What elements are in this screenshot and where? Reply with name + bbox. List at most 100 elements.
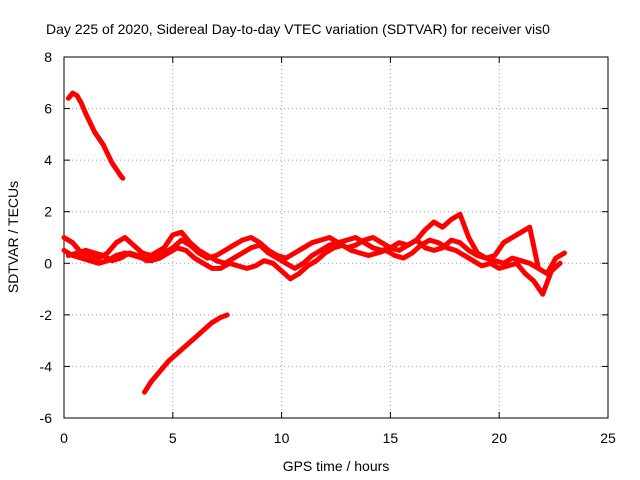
data-point (96, 261, 102, 266)
data-point (127, 250, 132, 256)
data-point (114, 240, 119, 245)
data-point (248, 235, 254, 240)
data-point (562, 250, 567, 256)
data-point (309, 240, 315, 245)
data-point (262, 258, 267, 263)
data-point (296, 271, 302, 276)
y-tick-label: 6 (44, 101, 52, 117)
data-point (536, 266, 541, 271)
data-point (131, 243, 136, 248)
data-point (218, 266, 223, 271)
data-point (209, 320, 215, 325)
data-point (479, 263, 484, 269)
data-point (396, 240, 402, 245)
data-point (501, 261, 506, 266)
data-point (401, 255, 406, 261)
data-point (322, 250, 328, 256)
data-point (92, 129, 97, 134)
data-point (331, 245, 336, 250)
data-point (157, 369, 162, 374)
data-point (470, 258, 476, 263)
data-point (457, 240, 463, 245)
data-point (301, 261, 306, 266)
data-point (179, 237, 184, 243)
data-point (288, 276, 293, 281)
y-tick-label: 2 (44, 204, 52, 220)
data-point (70, 90, 75, 96)
data-point (179, 230, 184, 235)
data-point (396, 248, 402, 253)
data-point (318, 237, 323, 243)
series-line (65, 90, 126, 181)
x-tick-label: 15 (383, 430, 399, 446)
data-point (431, 248, 437, 253)
data-point (79, 255, 84, 261)
data-point (405, 243, 410, 248)
data-point (483, 255, 489, 261)
data-point (527, 261, 532, 266)
x-axis-label: GPS time / hours (283, 458, 390, 474)
data-point (227, 261, 232, 266)
data-point (214, 253, 219, 258)
data-point (527, 225, 532, 230)
data-point (92, 250, 97, 256)
data-point (392, 253, 397, 258)
x-tick-label: 10 (274, 430, 290, 446)
data-point (61, 235, 67, 240)
data-point (161, 245, 167, 250)
data-point (318, 248, 323, 253)
data-point (427, 237, 432, 243)
data-point (109, 258, 115, 263)
data-point (109, 160, 115, 165)
data-point (222, 248, 228, 253)
series-line (142, 312, 230, 395)
data-point (118, 255, 123, 261)
data-point (248, 245, 254, 250)
data-point (414, 237, 419, 243)
data-point (74, 93, 80, 98)
data-point (518, 258, 524, 263)
data-point (275, 253, 280, 258)
data-point (166, 359, 171, 364)
data-point (61, 248, 67, 253)
data-point (205, 255, 210, 261)
data-point (370, 235, 376, 240)
data-point (292, 266, 297, 271)
y-tick-label: -6 (40, 410, 53, 426)
data-point (309, 253, 315, 258)
x-tick-label: 5 (169, 430, 177, 446)
data-point (175, 351, 180, 356)
data-point (501, 240, 506, 245)
data-point (353, 235, 358, 240)
data-point (492, 253, 497, 258)
data-point (83, 248, 89, 253)
x-tick-label: 0 (60, 430, 68, 446)
data-point (449, 217, 454, 222)
data-point (370, 245, 376, 250)
data-point (531, 279, 537, 284)
data-point (279, 268, 284, 274)
series-group (61, 90, 567, 395)
x-tick-label: 20 (491, 430, 507, 446)
data-point (70, 240, 75, 245)
data-point (235, 263, 241, 269)
data-point (240, 237, 245, 243)
data-point (153, 255, 158, 261)
data-point (231, 243, 236, 248)
data-point (314, 258, 319, 263)
data-point (449, 237, 454, 243)
data-point (305, 263, 310, 269)
x-tick-label: 25 (600, 430, 616, 446)
data-point (148, 379, 154, 385)
data-point (362, 237, 367, 243)
data-point (540, 292, 545, 297)
y-tick-label: 0 (44, 255, 52, 271)
data-point (74, 250, 80, 256)
data-point (344, 237, 350, 243)
data-point (301, 245, 306, 250)
data-point (270, 261, 276, 266)
data-point (510, 235, 515, 240)
data-point (283, 261, 289, 266)
data-point (492, 258, 497, 263)
